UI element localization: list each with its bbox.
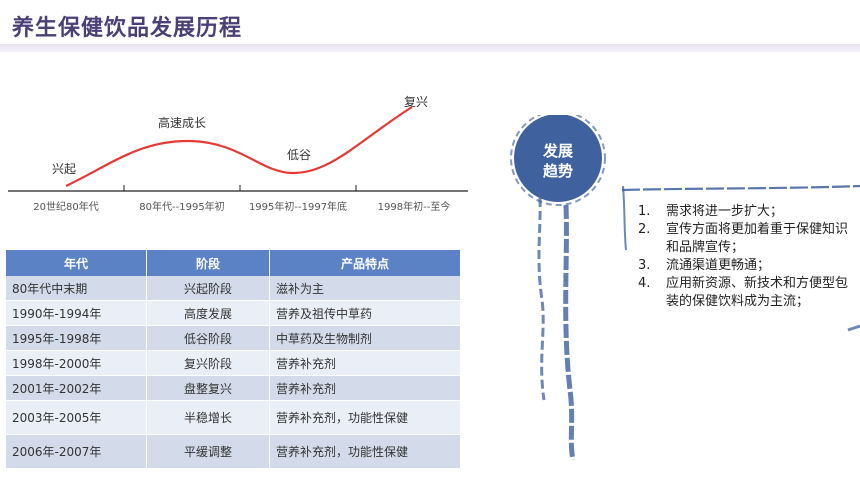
table-row: 1990年-1994年 高度发展 营养及祖传中草药 [6, 300, 461, 326]
list-item-text: 流通渠道更畅通； [666, 258, 771, 273]
cell-stage: 低谷阶段 [146, 325, 270, 351]
list-item-number: 2. [638, 222, 651, 237]
period-label: 1998年初--至今 [378, 200, 451, 213]
cell-features: 中草药及生物制剂 [269, 325, 461, 351]
cell-stage: 半稳增长 [146, 400, 270, 435]
cell-era: 80年代中末期 [6, 276, 147, 301]
cell-features: 营养补充剂，功能性保健 [269, 434, 461, 469]
trend-badge-line1: 发展 [542, 142, 573, 160]
phase-label-trough: 低谷 [287, 148, 311, 162]
ink-brush-decoration [510, 115, 860, 460]
list-item: 1. 需求将进一步扩大； [638, 203, 860, 221]
table-row: 2003年-2005年 半稳增长 营养补充剂，功能性保健 [6, 400, 461, 435]
cell-features: 滋补为主 [269, 276, 461, 301]
history-table: 年代 阶段 产品特点 80年代中末期 兴起阶段 滋补为主 1990年-1994年… [6, 250, 461, 469]
cell-stage: 高度发展 [146, 300, 270, 326]
development-curve: 兴起 高速成长 低谷 复兴 20世纪80年代 80年代--1995年初 1995… [8, 95, 468, 213]
ink-stroke-vertical [622, 185, 627, 251]
period-label: 1995年初--1997年底 [249, 200, 347, 213]
cell-features: 营养及祖传中草药 [269, 300, 461, 326]
list-item-text: 宣传方面将更加着重于保健知识和品牌宣传； [666, 222, 849, 255]
ink-stroke-horizontal [621, 184, 860, 192]
phase-label-revival: 复兴 [404, 95, 428, 109]
column-header-era: 年代 [6, 250, 147, 276]
cell-stage: 兴起阶段 [146, 276, 270, 301]
table-header-row: 年代 阶段 产品特点 [6, 250, 461, 276]
page-title: 养生保健饮品发展历程 [12, 16, 243, 41]
list-item: 2. 宣传方面将更加着重于保健知识和品牌宣传； [638, 221, 860, 257]
cell-stage: 盘整复兴 [146, 375, 270, 401]
cell-era: 1998年-2000年 [6, 350, 147, 376]
period-label: 80年代--1995年初 [139, 200, 224, 213]
cell-stage: 平缓调整 [146, 434, 270, 469]
growth-curve-line [65, 106, 413, 187]
list-item-number: 4. [638, 276, 651, 291]
ink-drip-right [563, 204, 576, 460]
trend-badge: 发展 趋势 [527, 141, 589, 181]
ink-badge-circle [514, 115, 602, 202]
list-item-text: 需求将进一步扩大； [666, 204, 784, 219]
table-row: 1998年-2000年 复兴阶段 营养补充剂 [6, 350, 461, 376]
phase-label-growth: 高速成长 [158, 115, 206, 130]
cell-stage: 复兴阶段 [146, 350, 270, 376]
ink-stroke-edge [847, 324, 860, 332]
list-item-number: 3. [638, 258, 651, 273]
phase-label-rise: 兴起 [52, 162, 76, 176]
title-underline-bar [0, 44, 860, 52]
trend-badge-line2: 趋势 [542, 162, 573, 180]
table-row: 80年代中末期 兴起阶段 滋补为主 [6, 276, 461, 301]
cell-features: 营养补充剂，功能性保健 [269, 400, 461, 435]
table-row: 2001年-2002年 盘整复兴 营养补充剂 [6, 375, 461, 401]
column-header-stage: 阶段 [146, 250, 270, 276]
cell-era: 1990年-1994年 [6, 300, 147, 326]
cell-era: 1995年-1998年 [6, 325, 147, 351]
cell-features: 营养补充剂 [269, 350, 461, 376]
list-item-text: 应用新资源、新技术和方便型包装的保健饮料成为主流； [666, 276, 849, 309]
ink-drip-left [537, 197, 546, 401]
cell-era: 2006年-2007年 [6, 434, 147, 469]
table-row: 1995年-1998年 低谷阶段 中草药及生物制剂 [6, 325, 461, 351]
list-item: 3. 流通渠道更畅通； [638, 257, 860, 275]
cell-features: 营养补充剂 [269, 375, 461, 401]
trend-list: 1. 需求将进一步扩大； 2. 宣传方面将更加着重于保健知识和品牌宣传； 3. … [638, 203, 860, 311]
cell-era: 2003年-2005年 [6, 400, 147, 435]
period-label: 20世纪80年代 [33, 200, 98, 213]
cell-era: 2001年-2002年 [6, 375, 147, 401]
column-header-features: 产品特点 [269, 250, 461, 276]
table-row: 2006年-2007年 平缓调整 营养补充剂，功能性保健 [6, 434, 461, 469]
list-item: 4. 应用新资源、新技术和方便型包装的保健饮料成为主流； [638, 275, 860, 311]
list-item-number: 1. [638, 204, 651, 219]
